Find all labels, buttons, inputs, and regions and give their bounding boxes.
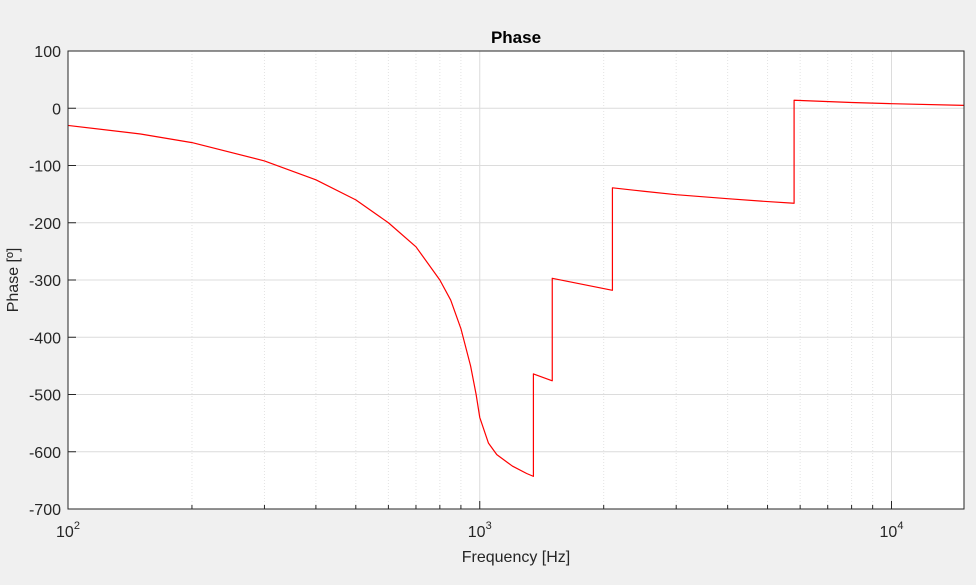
y-tick-label: -200 (29, 216, 61, 233)
chart-title: Phase (491, 28, 541, 47)
x-tick-label: 104 (880, 520, 904, 541)
y-axis-label: Phase [º] (5, 248, 22, 313)
phase-series-line (67, 99, 965, 477)
x-tick-base: 10 (56, 524, 74, 541)
y-tick-label: 100 (34, 44, 61, 61)
y-tick-label: -300 (29, 273, 61, 290)
x-tick-exponent: 3 (486, 520, 492, 532)
series-group (67, 99, 965, 477)
x-tick-base: 10 (468, 524, 486, 541)
x-tick-exponent: 2 (74, 520, 80, 532)
y-tick-label: -700 (29, 502, 61, 519)
x-tick-labels: 102 103 104 (56, 520, 903, 541)
y-tick-label: -500 (29, 388, 61, 405)
y-tick-label: -400 (29, 330, 61, 347)
x-axis-label: Frequency [Hz] (462, 549, 570, 566)
x-tick-exponent: 4 (897, 520, 903, 532)
x-tick-label: 103 (468, 520, 492, 541)
x-tick-base: 10 (880, 524, 898, 541)
y-tick-label: 0 (52, 101, 61, 118)
x-tick-label: 102 (56, 520, 80, 541)
y-tick-label: -600 (29, 445, 61, 462)
y-tick-labels: 100 0 -100 -200 -300 -400 -500 -600 -700 (29, 44, 61, 519)
tick-marks (67, 50, 892, 510)
y-tick-label: -100 (29, 159, 61, 176)
